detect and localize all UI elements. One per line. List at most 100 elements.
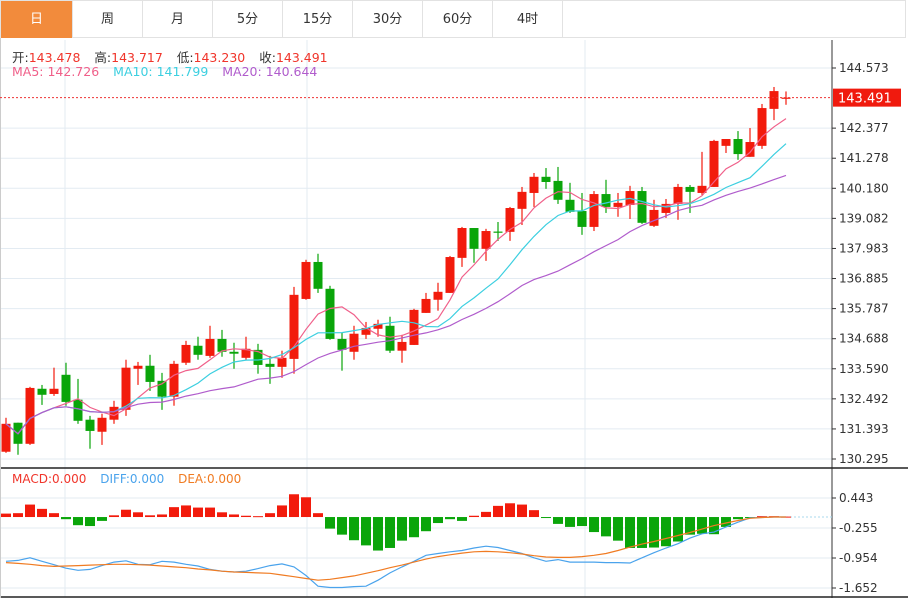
period-tabs: 日 周 月 5分 15分 30分 60分 4时: [0, 0, 906, 38]
macd-bar: [133, 512, 143, 518]
macd-bar: [433, 517, 443, 524]
macd-bar: [253, 516, 263, 518]
candle-body: [433, 291, 443, 300]
macd-bar: [217, 512, 227, 518]
candle-body: [505, 208, 515, 232]
tab-60min[interactable]: 60分: [423, 1, 493, 38]
tab-4hour[interactable]: 4时: [493, 1, 563, 38]
current-price-label: 143.491: [838, 92, 892, 107]
candle-body: [685, 186, 695, 192]
macd-bar: [733, 517, 743, 520]
macd-bar: [313, 513, 323, 518]
macd-bar: [97, 517, 107, 521]
macd-bar: [13, 513, 23, 518]
macd-bar: [757, 516, 767, 518]
macd-bar: [193, 507, 203, 518]
macd-bar: [49, 513, 59, 518]
tab-week[interactable]: 周: [73, 1, 143, 38]
macd-bar: [181, 505, 191, 518]
macd-bar: [445, 517, 455, 520]
macd-bar: [685, 517, 695, 535]
price-tick-label: 133.590: [839, 362, 889, 376]
macd-bar: [301, 497, 311, 518]
candle-body: [493, 231, 503, 233]
candle-body: [85, 419, 95, 431]
macd-bar: [337, 517, 347, 535]
macd-bar: [229, 514, 239, 518]
candle-body: [25, 387, 35, 444]
price-tick-label: 144.573: [839, 61, 889, 75]
candle-body: [277, 357, 287, 367]
price-tick-label: 130.295: [839, 452, 889, 466]
candle-body: [469, 228, 479, 249]
macd-bar: [61, 517, 71, 520]
ma5-value: MA5: 142.726: [12, 64, 100, 79]
macd-bar: [457, 517, 467, 521]
candle-body: [385, 325, 395, 351]
tab-day[interactable]: 日: [1, 1, 73, 38]
macd-bar: [505, 503, 515, 518]
macd-value: MACD:0.000: [12, 472, 87, 486]
price-tick-label: 135.787: [839, 302, 889, 316]
candle-body: [553, 180, 563, 200]
candle-body: [349, 333, 359, 352]
candle-body: [145, 365, 155, 382]
candle-body: [37, 388, 47, 395]
high-label: 高:: [94, 50, 112, 65]
candle-body: [169, 363, 179, 397]
candle-body: [517, 191, 527, 209]
price-tick-label: 132.492: [839, 392, 889, 406]
macd-bar: [541, 517, 551, 519]
tab-5min[interactable]: 5分: [213, 1, 283, 38]
macd-bar: [397, 517, 407, 541]
macd-bar: [349, 517, 359, 541]
macd-bar: [721, 517, 731, 527]
candle-body: [481, 231, 491, 249]
dea-line: [5, 516, 786, 581]
dea-value: DEA:0.000: [178, 472, 242, 486]
candle-body: [265, 363, 275, 367]
candle-body: [373, 323, 383, 329]
diff-line: [5, 516, 786, 589]
candle-body: [601, 194, 611, 207]
tab-month[interactable]: 月: [143, 1, 213, 38]
candle-body: [325, 288, 335, 339]
macd-bar: [469, 515, 479, 518]
macd-bar: [553, 517, 563, 524]
low-label: 低:: [176, 50, 194, 65]
ma20-line: [5, 174, 787, 435]
candle-body: [253, 349, 263, 365]
candle-body: [133, 365, 143, 369]
macd-bar: [493, 505, 503, 518]
candle-body: [733, 139, 743, 155]
macd-bar: [625, 517, 635, 548]
macd-bar: [637, 517, 647, 548]
macd-bar: [121, 509, 131, 518]
candle-body: [301, 261, 311, 299]
tab-30min[interactable]: 30分: [353, 1, 423, 38]
candle-body: [721, 139, 731, 146]
close-value: 143.491: [275, 50, 328, 65]
candle-body: [445, 257, 455, 293]
candle-body: [421, 298, 431, 313]
ohlc-readout: 开:143.478 高:143.717 低:143.230 收:143.491: [12, 47, 338, 66]
candle-body: [397, 341, 407, 351]
close-label: 收:: [259, 50, 276, 65]
ma-readout: MA5: 142.726 MA10: 141.799 MA20: 140.644: [12, 64, 317, 79]
open-label: 开:: [12, 50, 29, 65]
macd-bar: [289, 494, 299, 518]
candle-body: [97, 417, 107, 432]
candle-body: [289, 294, 299, 359]
price-tick-label: 141.278: [839, 151, 889, 165]
macd-bar: [241, 515, 251, 518]
macd-bar: [577, 517, 587, 527]
price-tick-label: 142.377: [839, 121, 889, 135]
macd-bar: [613, 517, 623, 541]
tab-15min[interactable]: 15分: [283, 1, 353, 38]
candle-body: [109, 406, 119, 420]
macd-bar: [205, 507, 215, 518]
macd-bar: [277, 505, 287, 518]
macd-bar: [85, 517, 95, 527]
